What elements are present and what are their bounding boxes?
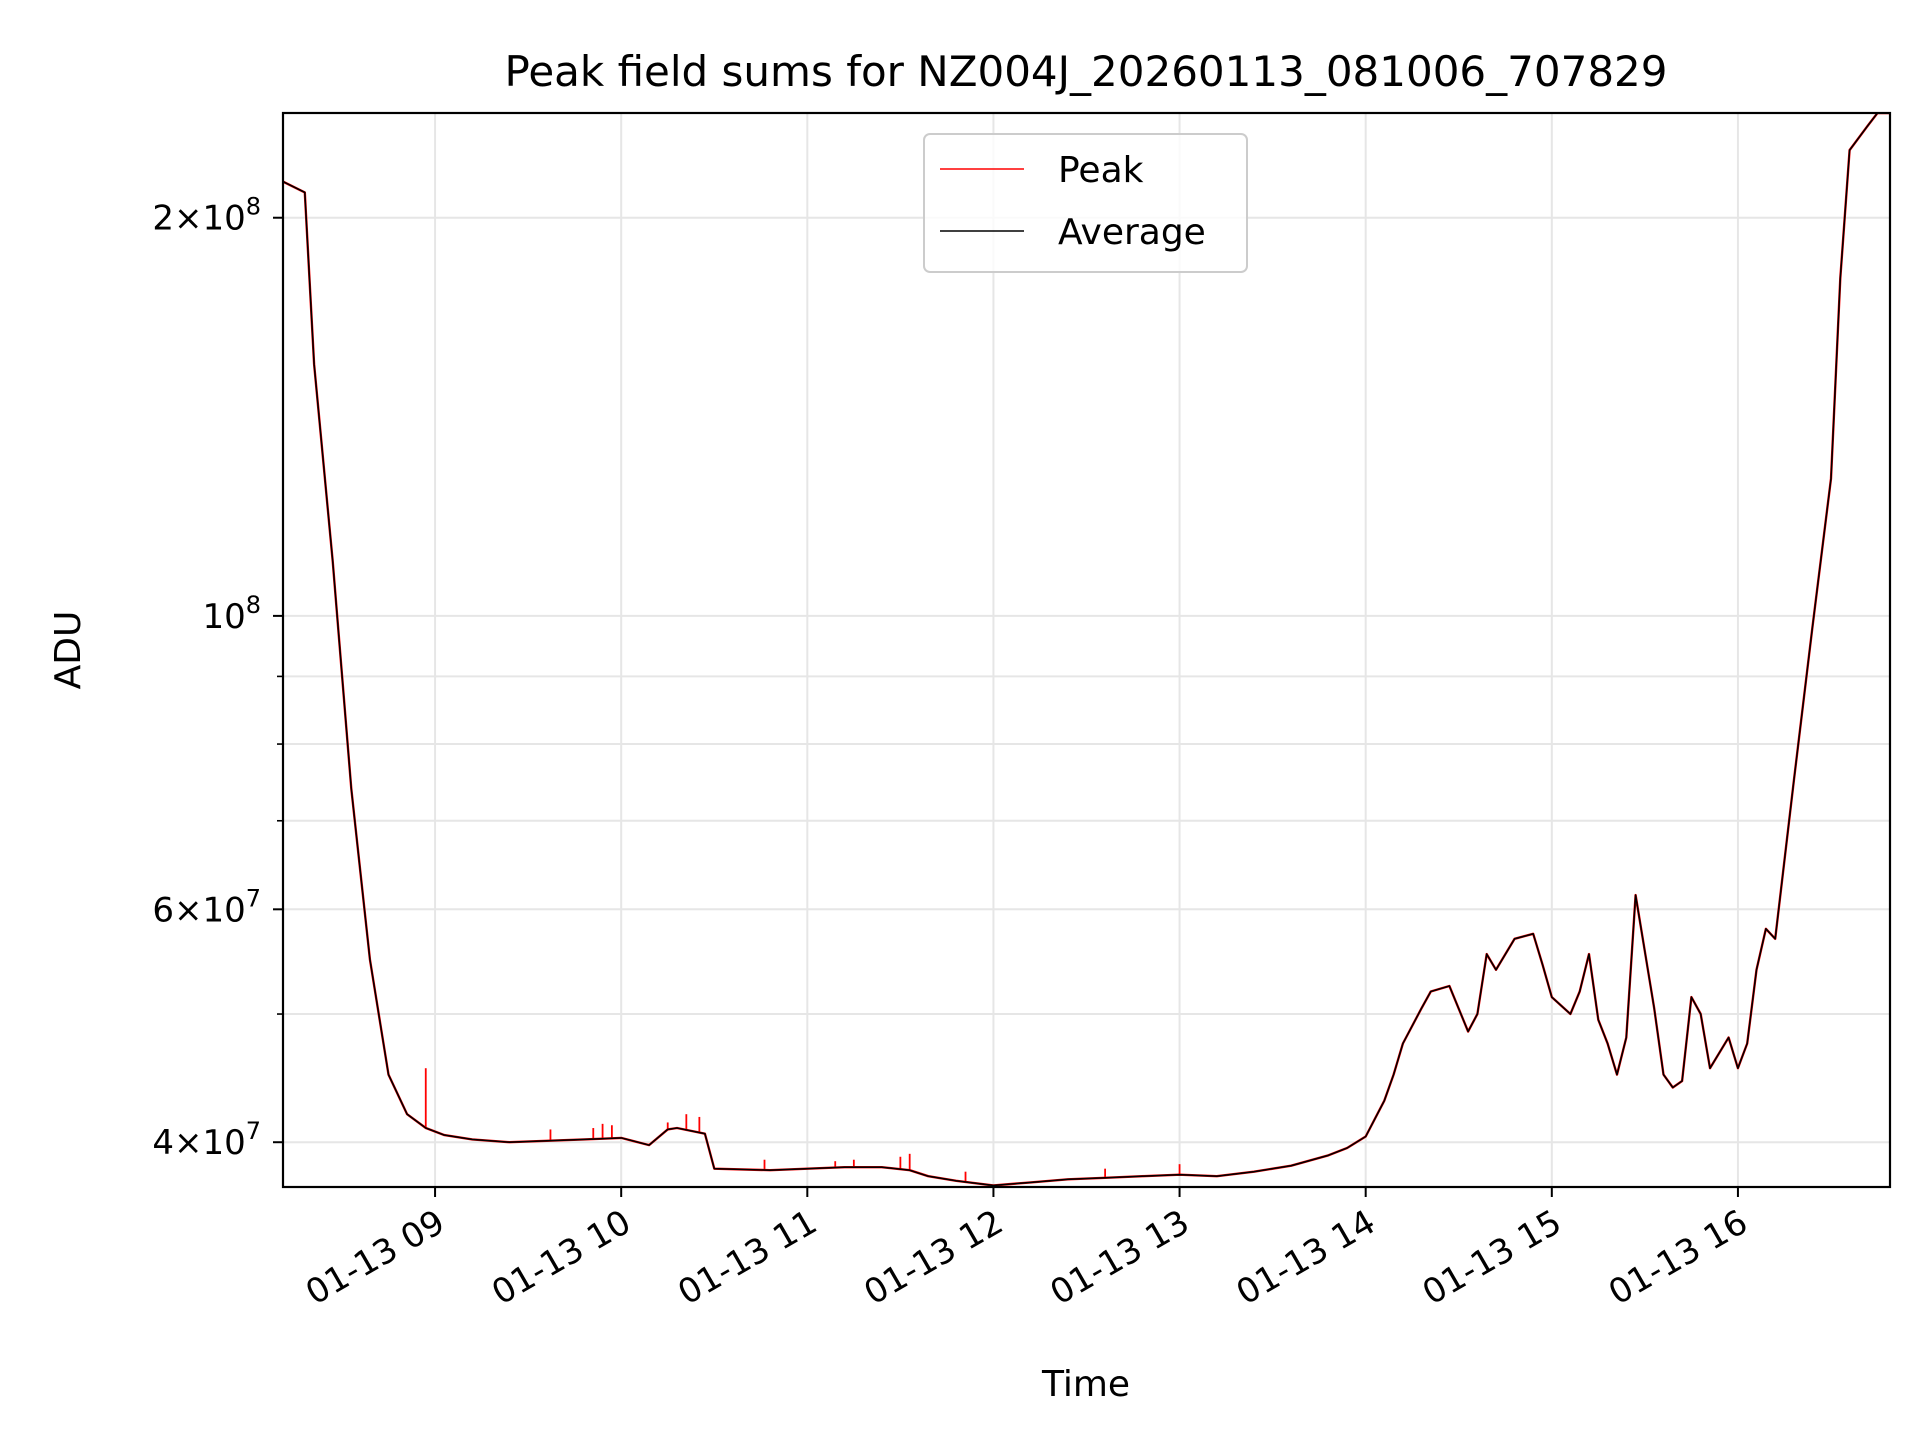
legend-average-label: Average [1058,212,1206,253]
y-axis: 4×107 6×107 108 2×108 [152,193,283,1163]
y-tick-label: 6×107 [152,884,261,930]
data-layer [283,113,1890,1187]
y-tick-label: 108 [202,591,261,637]
y-tick-label: 4×107 [152,1117,261,1163]
axes-frame [281,111,1892,1189]
plot-area [283,113,1890,1187]
grid [283,113,1890,1187]
average-line [283,113,1890,1187]
chart-title: Peak field sums for NZ004J_20260113_0810… [505,47,1668,96]
y-tick-label: 2×108 [152,193,261,239]
y-axis-title: ADU [48,611,89,690]
x-axis-title: Time [1041,1364,1130,1405]
legend: Peak Average [923,133,1248,273]
legend-peak-label: Peak [1058,150,1144,191]
